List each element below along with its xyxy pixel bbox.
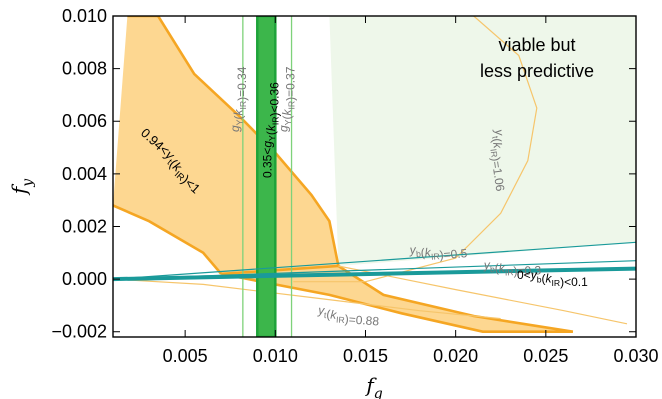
x-tick-label: 0.020 bbox=[433, 346, 478, 366]
y-axis-title: fy bbox=[7, 178, 36, 196]
x-axis-title: fg bbox=[364, 373, 382, 399]
label-yt-106: yt(kIR)=1.06 bbox=[485, 127, 515, 192]
label-yb-03: yb(kIR)=0.3 bbox=[483, 256, 542, 279]
x-tick-label: 0.010 bbox=[253, 346, 298, 366]
x-tick-label: 0.030 bbox=[613, 346, 658, 366]
label-yb-05: yb(kIR)=0.5 bbox=[408, 239, 468, 264]
label-gy-034: gY(kIR)=0.34 bbox=[228, 66, 249, 132]
y-tick-label: 0.008 bbox=[62, 59, 107, 79]
viable-region bbox=[329, 16, 636, 266]
x-tick-label: 0.025 bbox=[523, 346, 568, 366]
x-tick-label: 0.005 bbox=[163, 346, 208, 366]
y-tick-label: 0.004 bbox=[62, 164, 107, 184]
plot-frame bbox=[112, 15, 637, 338]
gy-band bbox=[256, 16, 277, 337]
y-tick-label: 0.002 bbox=[62, 216, 107, 236]
y-tick-label: 0.000 bbox=[62, 269, 107, 289]
y-tick-label: −0.002 bbox=[51, 322, 107, 342]
plot-area bbox=[112, 15, 637, 338]
yt-contour-0 bbox=[293, 16, 538, 283]
y-tick-label: 0.010 bbox=[62, 6, 107, 26]
yt-region-fill bbox=[113, 16, 339, 274]
yb-line-2 bbox=[113, 266, 636, 282]
label-gy-037: gY(kIR)=0.37 bbox=[277, 66, 298, 132]
y-tick-label: 0.006 bbox=[62, 111, 107, 131]
label-yb-01: 0<yb(kIR)<0.1 bbox=[517, 268, 588, 289]
x-tick-label: 0.015 bbox=[343, 346, 388, 366]
label-viable-1: viable but bbox=[498, 35, 575, 55]
yt-contour-1 bbox=[113, 278, 501, 320]
label-yt-088: yt(kIR)=0.88 bbox=[316, 303, 380, 329]
yt-contour-2 bbox=[338, 265, 628, 325]
yt-lower-edge bbox=[113, 204, 223, 275]
plot-content bbox=[113, 16, 636, 337]
yb-line-0 bbox=[113, 241, 636, 280]
label-viable-2: less predictive bbox=[480, 61, 594, 81]
axes: 0.005 0.010 0.015 0.020 0.025 0.030 −0.002 0.00… bbox=[7, 6, 659, 399]
label-gy-band: 0.35<gY(kIR)<0.36 bbox=[260, 82, 281, 178]
